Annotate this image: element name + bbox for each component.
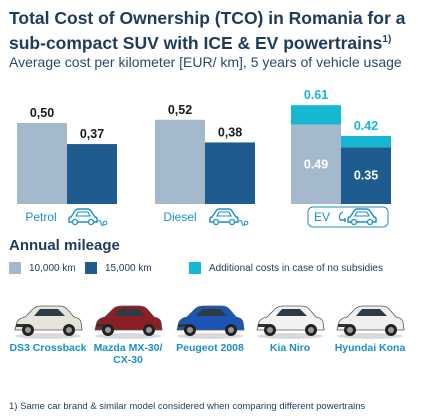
bar-diesel-10000km (155, 119, 205, 204)
category-label-petrol: Petrol (25, 210, 56, 224)
data-label-diesel-1: 0,38 (218, 125, 242, 139)
car-photo-icon (336, 305, 405, 339)
car-card-1: Mazda MX-30/ CX-30 (88, 300, 168, 366)
category-label-diesel: Diesel (163, 210, 196, 224)
chart-title: Total Cost of Ownership (TCO) in Romania… (9, 8, 439, 54)
data-label-ev-0: 0.49 (304, 157, 328, 171)
legend-swatch-dark (85, 262, 97, 274)
legend-item-no-subsidies: Additional costs in case of no subsidies (189, 262, 383, 274)
legend-swatch-cyan (189, 262, 201, 274)
legend-label-10000: 10,000 km (29, 262, 76, 274)
category-label-ev: EV (314, 210, 330, 224)
chart-subtitle: Average cost per kilometer [EUR/ km], 5 … (9, 54, 402, 70)
car-model-name: Peugeot 2008 (176, 342, 244, 354)
chart-title-text: Total Cost of Ownership (TCO) in Romania… (9, 8, 406, 53)
bar-ev-10000km (291, 124, 341, 204)
data-label-petrol-1: 0,37 (80, 127, 104, 141)
legend-label-no-subsidies: Additional costs in case of no subsidies (209, 262, 383, 274)
car-card-0: DS3 Crossback (8, 300, 88, 354)
data-label-diesel-0: 0,52 (168, 103, 192, 117)
petrol-car-icon (68, 208, 108, 226)
bar-petrol-15000km (67, 144, 117, 204)
car-card-4: Hyundai Kona (330, 300, 410, 354)
car-photo-icon (176, 305, 245, 339)
data-label-ev-total-0: 0.61 (304, 88, 328, 102)
car-card-2: Peugeot 2008 (170, 300, 250, 354)
bar-ev-15000km (341, 147, 391, 204)
diesel-car-icon (209, 208, 249, 226)
car-photo-icon (256, 305, 325, 339)
bar-petrol-10000km (17, 123, 67, 204)
data-label-petrol-0: 0,50 (30, 106, 54, 120)
legend-swatch-light (9, 262, 21, 274)
tco-bar-chart: 0,50 0,37 Petrol 0,52 0,38 Diesel 0.61 0.49 0.42… (17, 88, 391, 228)
bar-ev-no-subsidy-addition-1 (341, 135, 391, 148)
car-model-name: DS3 Crossback (9, 342, 87, 354)
ev-category-frame (307, 206, 389, 228)
data-label-ev-1: 0.35 (354, 169, 378, 183)
bar-diesel-15000km (205, 142, 255, 204)
car-photo-icon (94, 305, 163, 339)
legend-title: Annual mileage (9, 237, 120, 254)
legend-item-15000: 15,000 km (85, 262, 152, 274)
car-model-name: Mazda MX-30/ CX-30 (93, 342, 163, 366)
footnote: 1) Same car brand & similar model consid… (9, 401, 366, 412)
bar-ev-no-subsidy-addition-0 (291, 105, 341, 125)
ev-car-icon (338, 208, 377, 226)
data-label-ev-total-1: 0.42 (354, 119, 378, 133)
car-card-3: Kia Niro (250, 300, 330, 354)
car-model-name: Kia Niro (269, 342, 311, 354)
legend-label-15000: 15,000 km (105, 262, 152, 274)
title-footnote-mark: 1) (382, 34, 392, 45)
car-photo-icon (14, 305, 83, 339)
legend-item-10000: 10,000 km (9, 262, 76, 274)
car-model-name: Hyundai Kona (334, 342, 406, 354)
